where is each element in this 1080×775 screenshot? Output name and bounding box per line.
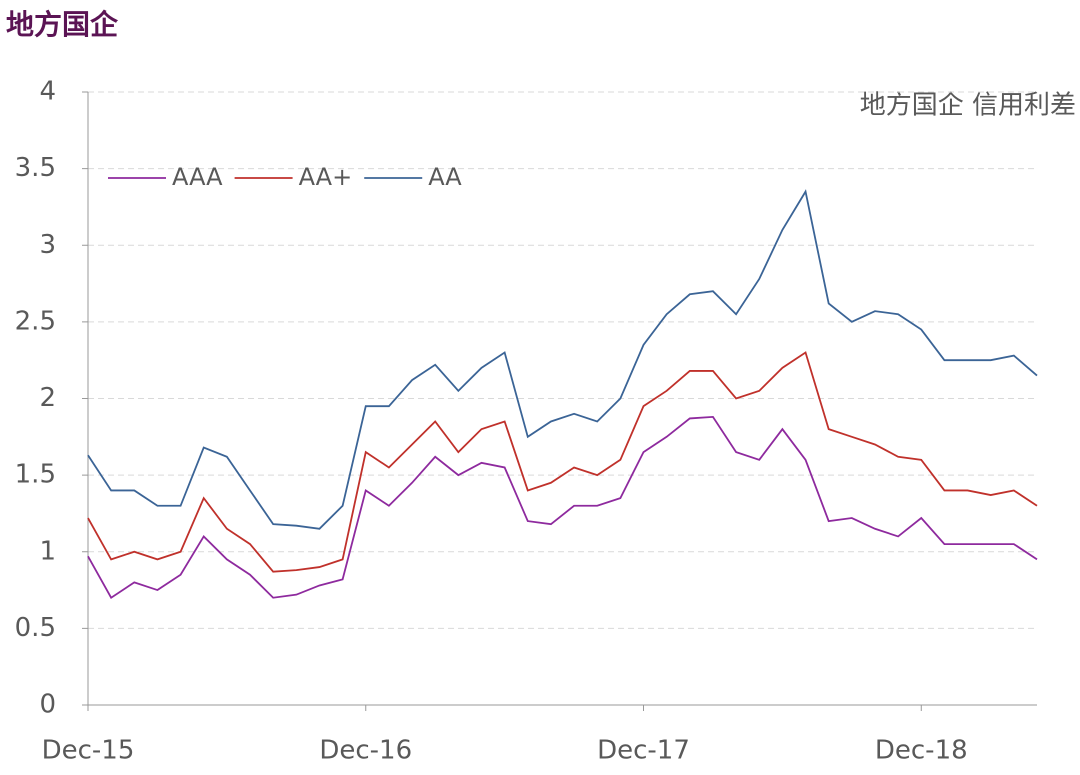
y-tick-label: 0.5 bbox=[15, 613, 56, 643]
x-tick-label: Dec-15 bbox=[42, 736, 135, 766]
y-tick-label: 4 bbox=[39, 77, 56, 107]
y-tick-label: 2.5 bbox=[15, 306, 56, 336]
x-tick-label: Dec-18 bbox=[875, 736, 968, 766]
y-tick-label: 1.5 bbox=[15, 460, 56, 490]
legend-label: AAA bbox=[172, 163, 223, 191]
chart-title: 地方国企 bbox=[6, 8, 119, 41]
y-tick-label: 1 bbox=[39, 536, 56, 566]
data-line bbox=[87, 351, 1038, 573]
y-tick-label: 2 bbox=[39, 383, 56, 413]
data-line bbox=[87, 189, 1038, 530]
data-line bbox=[87, 415, 1038, 600]
x-tick-label: Dec-17 bbox=[597, 736, 690, 766]
y-tick-label: 3.5 bbox=[15, 153, 56, 183]
legend-label: AA bbox=[428, 163, 462, 191]
x-tick-label: Dec-16 bbox=[319, 736, 412, 766]
y-tick-label: 3 bbox=[39, 230, 56, 260]
legend-label: AA+ bbox=[299, 163, 353, 191]
annotation: 地方国企 信用利差 bbox=[860, 91, 1076, 121]
y-tick-label: 0 bbox=[39, 690, 56, 720]
